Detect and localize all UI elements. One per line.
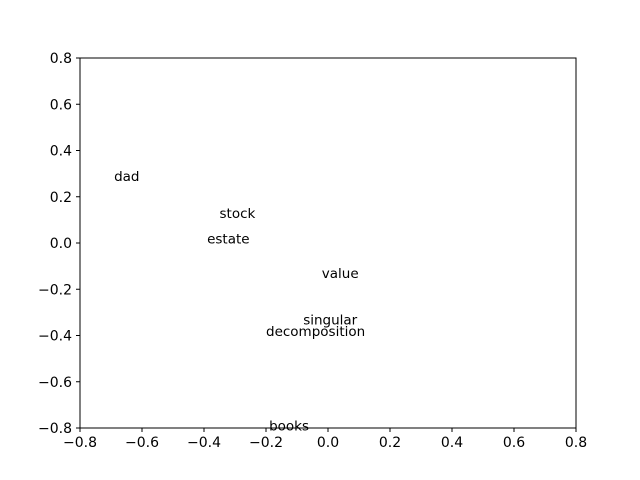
point-label-decomposition: decomposition — [266, 324, 365, 340]
x-tick-label: 0.4 — [441, 435, 463, 451]
plot-frame — [79, 57, 577, 429]
y-axis: −0.8 −0.6 −0.4 −0.2 0.0 0.2 0.4 0.6 0.8 — [38, 51, 80, 437]
x-tick-label: −0.8 — [63, 435, 97, 451]
x-tick-label: −0.6 — [125, 435, 159, 451]
y-tick-label: −0.2 — [38, 282, 72, 298]
x-tick-label: 0.0 — [317, 435, 339, 451]
y-tick-label: 0.8 — [50, 51, 72, 67]
x-axis: −0.8 −0.6 −0.4 −0.2 0.0 0.2 0.4 0.6 0.8 — [63, 428, 587, 451]
point-label-singular: singular — [303, 312, 357, 328]
y-tick-label: −0.4 — [38, 329, 72, 345]
x-tick-label: 0.2 — [379, 435, 401, 451]
y-tick-label: 0.0 — [50, 236, 72, 252]
x-tick-label: 0.6 — [503, 435, 525, 451]
point-label-books: books — [269, 419, 309, 435]
y-tick-label: 0.6 — [50, 97, 72, 113]
word-labels-layer: dad stock estate value singulardecomposition… — [114, 169, 365, 435]
y-tick-label: −0.8 — [38, 421, 72, 437]
point-label-stock: stock — [220, 206, 256, 222]
x-tick-label: 0.8 — [565, 435, 587, 451]
x-tick-label: −0.2 — [249, 435, 283, 451]
y-tick-label: −0.6 — [38, 375, 72, 391]
y-tick-label: 0.2 — [50, 190, 72, 206]
point-label-value: value — [322, 266, 359, 282]
point-label-estate: estate — [207, 231, 250, 247]
point-label-dad: dad — [114, 169, 139, 185]
x-tick-label: −0.4 — [187, 435, 221, 451]
y-tick-label: 0.4 — [50, 144, 72, 160]
